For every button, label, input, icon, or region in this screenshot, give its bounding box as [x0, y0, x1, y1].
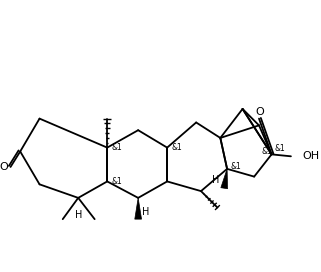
Text: &1: &1 [274, 144, 285, 153]
Text: &1: &1 [262, 147, 273, 156]
Text: O: O [256, 107, 265, 117]
Text: O: O [0, 162, 8, 172]
Polygon shape [221, 169, 228, 189]
Text: H: H [74, 210, 82, 220]
Text: H: H [212, 175, 219, 186]
Text: &1: &1 [231, 162, 242, 171]
Text: &1: &1 [111, 177, 122, 186]
Text: OH: OH [302, 151, 320, 161]
Text: &1: &1 [171, 143, 182, 152]
Text: &1: &1 [111, 143, 122, 152]
Text: H: H [142, 207, 150, 217]
Polygon shape [135, 198, 142, 219]
